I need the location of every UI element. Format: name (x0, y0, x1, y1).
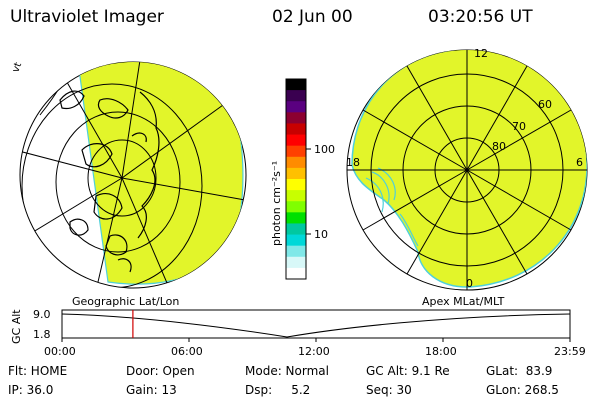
colorbar-band (286, 101, 306, 113)
mlt-map (346, 49, 588, 291)
info-dsp: Dsp: 5.2 (245, 383, 311, 397)
lat-label-60: 60 (538, 98, 552, 111)
colorbar (285, 78, 311, 280)
colorbar-label-100: 100 (314, 143, 335, 156)
colorbar-band (286, 267, 306, 280)
timeline-ytick-bottom: 1.8 (33, 328, 51, 341)
edge-glyph-icon: vt (10, 61, 24, 74)
geographic-map: vt (10, 61, 247, 289)
colorbar-band (286, 223, 306, 236)
altitude-curve (61, 313, 571, 338)
colorbar-band (286, 201, 306, 213)
timeline-tick-0600: 06:00 (171, 345, 203, 358)
colorbar-band (286, 156, 306, 169)
info-flt: Flt: HOME (8, 364, 68, 378)
mlt-label-18: 18 (346, 156, 360, 169)
timeline-tick-1800: 18:00 (425, 345, 457, 358)
aurora-image-left (77, 62, 244, 285)
lat-label-80: 80 (492, 140, 506, 153)
colorbar-band (286, 123, 306, 136)
timeline-ytick-top: 9.0 (33, 308, 51, 321)
left-map-caption: Geographic Lat/Lon (72, 295, 180, 308)
colorbar-band (286, 167, 306, 180)
coastlines (59, 90, 160, 273)
info-mode: Mode: Normal (245, 364, 329, 378)
timeline-frame (61, 309, 571, 339)
timeline-tick-0000: 00:00 (44, 345, 76, 358)
colorbar-band (286, 234, 306, 247)
info-gain: Gain: 13 (126, 383, 177, 397)
colorbar-band (286, 79, 306, 91)
mlt-label-0: 0 (466, 277, 473, 290)
mlt-label-6: 6 (576, 156, 583, 169)
colorbar-band (286, 212, 306, 225)
info-glon: GLon: 268.5 (486, 383, 559, 397)
colorbar-band (286, 134, 306, 147)
date-label: 02 Jun 00 (272, 7, 353, 27)
mlt-grid (347, 50, 587, 290)
info-seq: Seq: 30 (366, 383, 412, 397)
colorbar-band (286, 112, 306, 125)
colorbar-band (286, 245, 306, 258)
time-label: 03:20:56 UT (428, 7, 533, 27)
colorbar-band (286, 90, 306, 102)
right-map-caption: Apex MLat/MLT (422, 295, 505, 308)
colorbar-frame (285, 78, 307, 280)
instrument-title: Ultraviolet Imager (10, 7, 164, 27)
colorbar-band (286, 256, 306, 269)
colorbar-band (286, 190, 306, 202)
info-gc-alt: GC Alt: 9.1 Re (366, 364, 450, 378)
colorbar-band (286, 145, 306, 158)
timeline-ylabel: GC Alt (10, 309, 23, 344)
timeline-ticks (61, 338, 571, 342)
colorbar-label-10: 10 (314, 228, 328, 241)
timeline-plot (61, 309, 571, 342)
timeline-tick-2359: 23:59 (554, 345, 586, 358)
info-door: Door: Open (126, 364, 195, 378)
lat-label-70: 70 (512, 120, 526, 133)
mlt-label-12: 12 (474, 47, 488, 60)
info-ip: IP: 36.0 (8, 383, 54, 397)
colorbar-band (286, 179, 306, 191)
timeline-tick-1200: 12:00 (298, 345, 330, 358)
info-glat: GLat: 83.9 (486, 364, 553, 378)
colorbar-unit-label: photon cm⁻²s⁻¹ (270, 160, 283, 246)
